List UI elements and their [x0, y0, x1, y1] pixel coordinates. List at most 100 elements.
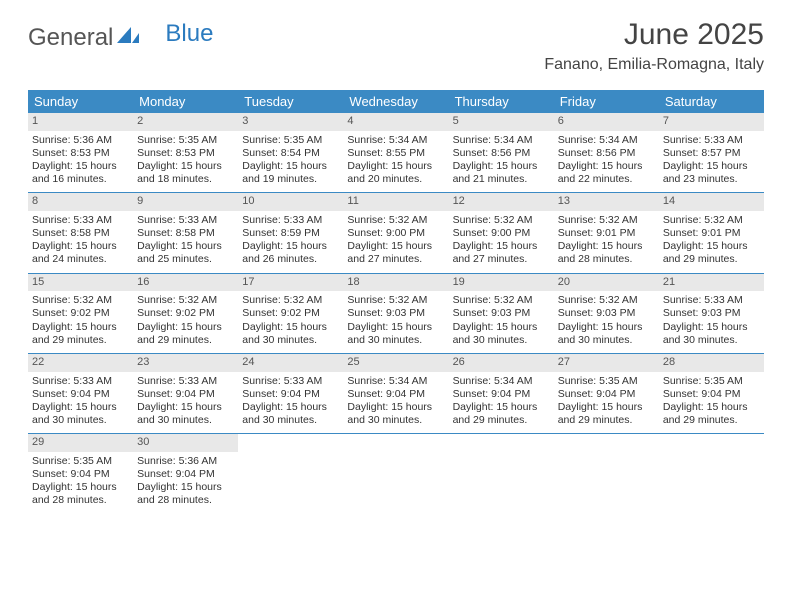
calendar-week: 1Sunrise: 5:36 AMSunset: 8:53 PMDaylight…	[28, 113, 764, 193]
sunrise-text: Sunrise: 5:32 AM	[558, 294, 655, 307]
daylight-text: Daylight: 15 hours and 30 minutes.	[347, 401, 444, 427]
day-number: 21	[659, 274, 764, 292]
sunrise-text: Sunrise: 5:34 AM	[453, 375, 550, 388]
calendar-day: 22Sunrise: 5:33 AMSunset: 9:04 PMDayligh…	[28, 354, 133, 433]
day-number: 1	[28, 113, 133, 131]
calendar-day: 18Sunrise: 5:32 AMSunset: 9:03 PMDayligh…	[343, 274, 448, 353]
daylight-text: Daylight: 15 hours and 18 minutes.	[137, 160, 234, 186]
daylight-text: Daylight: 15 hours and 29 minutes.	[663, 401, 760, 427]
weekday-label: Thursday	[449, 90, 554, 113]
daylight-text: Daylight: 15 hours and 19 minutes.	[242, 160, 339, 186]
calendar-day: 23Sunrise: 5:33 AMSunset: 9:04 PMDayligh…	[133, 354, 238, 433]
calendar-day: 14Sunrise: 5:32 AMSunset: 9:01 PMDayligh…	[659, 193, 764, 272]
day-number: 22	[28, 354, 133, 372]
sunset-text: Sunset: 9:03 PM	[558, 307, 655, 320]
sunrise-text: Sunrise: 5:32 AM	[137, 294, 234, 307]
daylight-text: Daylight: 15 hours and 16 minutes.	[32, 160, 129, 186]
logo-text-2: Blue	[165, 20, 213, 48]
day-number: 13	[554, 193, 659, 211]
daylight-text: Daylight: 15 hours and 28 minutes.	[32, 481, 129, 507]
daylight-text: Daylight: 15 hours and 30 minutes.	[347, 321, 444, 347]
calendar-day: 21Sunrise: 5:33 AMSunset: 9:03 PMDayligh…	[659, 274, 764, 353]
daylight-text: Daylight: 15 hours and 29 minutes.	[137, 321, 234, 347]
day-number: 30	[133, 434, 238, 452]
daylight-text: Daylight: 15 hours and 23 minutes.	[663, 160, 760, 186]
calendar-empty	[238, 434, 343, 513]
calendar-day: 25Sunrise: 5:34 AMSunset: 9:04 PMDayligh…	[343, 354, 448, 433]
daylight-text: Daylight: 15 hours and 26 minutes.	[242, 240, 339, 266]
calendar-day: 11 Sunrise: 5:32 AMSunset: 9:00 PMDayligh…	[343, 193, 448, 272]
sunset-text: Sunset: 8:53 PM	[32, 147, 129, 160]
sunset-text: Sunset: 9:04 PM	[137, 468, 234, 481]
calendar-empty	[449, 434, 554, 513]
calendar-day: 16 Sunrise: 5:32 AMSunset: 9:02 PMDayligh…	[133, 274, 238, 353]
day-number: 5	[449, 113, 554, 131]
calendar-week: 15Sunrise: 5:32 AMSunset: 9:02 PMDayligh…	[28, 274, 764, 354]
sunrise-text: Sunrise: 5:32 AM	[558, 214, 655, 227]
sunset-text: Sunset: 9:03 PM	[347, 307, 444, 320]
sunset-text: Sunset: 8:58 PM	[137, 227, 234, 240]
sunrise-text: Sunrise: 5:32 AM	[453, 294, 550, 307]
daylight-text: Daylight: 15 hours and 30 minutes.	[663, 321, 760, 347]
sunrise-text: Sunrise: 5:33 AM	[242, 375, 339, 388]
sunset-text: Sunset: 8:54 PM	[242, 147, 339, 160]
day-number: 15	[28, 274, 133, 292]
calendar-day: 4Sunrise: 5:34 AMSunset: 8:55 PMDaylight…	[343, 113, 448, 192]
calendar-day: 7Sunrise: 5:33 AMSunset: 8:57 PMDaylight…	[659, 113, 764, 192]
calendar-day: 8Sunrise: 5:33 AMSunset: 8:58 PMDaylight…	[28, 193, 133, 272]
sunset-text: Sunset: 8:56 PM	[453, 147, 550, 160]
sunset-text: Sunset: 9:04 PM	[558, 388, 655, 401]
calendar-day: 29Sunrise: 5:35 AMSunset: 9:04 PMDayligh…	[28, 434, 133, 513]
day-number: 25	[343, 354, 448, 372]
calendar-day: 5Sunrise: 5:34 AMSunset: 8:56 PMDaylight…	[449, 113, 554, 192]
calendar-day: 28Sunrise: 5:35 AMSunset: 9:04 PMDayligh…	[659, 354, 764, 433]
daylight-text: Daylight: 15 hours and 30 minutes.	[32, 401, 129, 427]
sunrise-text: Sunrise: 5:33 AM	[663, 134, 760, 147]
sunrise-text: Sunrise: 5:35 AM	[558, 375, 655, 388]
weekday-label: Wednesday	[343, 90, 448, 113]
title-block: June 2025 Fanano, Emilia-Romagna, Italy	[544, 18, 764, 74]
sunset-text: Sunset: 9:04 PM	[32, 388, 129, 401]
day-number: 17	[238, 274, 343, 292]
day-number: 16	[133, 274, 238, 292]
sunrise-text: Sunrise: 5:34 AM	[558, 134, 655, 147]
daylight-text: Daylight: 15 hours and 29 minutes.	[32, 321, 129, 347]
day-number: 7	[659, 113, 764, 131]
sunset-text: Sunset: 9:02 PM	[137, 307, 234, 320]
sunrise-text: Sunrise: 5:33 AM	[242, 214, 339, 227]
daylight-text: Daylight: 15 hours and 29 minutes.	[663, 240, 760, 266]
sunrise-text: Sunrise: 5:33 AM	[663, 294, 760, 307]
calendar-day: 19Sunrise: 5:32 AMSunset: 9:03 PMDayligh…	[449, 274, 554, 353]
sunset-text: Sunset: 8:53 PM	[137, 147, 234, 160]
daylight-text: Daylight: 15 hours and 30 minutes.	[242, 401, 339, 427]
daylight-text: Daylight: 15 hours and 30 minutes.	[558, 321, 655, 347]
sunset-text: Sunset: 9:04 PM	[347, 388, 444, 401]
sunset-text: Sunset: 8:56 PM	[558, 147, 655, 160]
day-number: 27	[554, 354, 659, 372]
day-number: 24	[238, 354, 343, 372]
day-number: 3	[238, 113, 343, 131]
daylight-text: Daylight: 15 hours and 30 minutes.	[137, 401, 234, 427]
day-number: 10	[238, 193, 343, 211]
calendar-empty	[554, 434, 659, 513]
daylight-text: Daylight: 15 hours and 21 minutes.	[453, 160, 550, 186]
calendar-day: 26Sunrise: 5:34 AMSunset: 9:04 PMDayligh…	[449, 354, 554, 433]
sunrise-text: Sunrise: 5:35 AM	[137, 134, 234, 147]
day-number: 11	[343, 193, 448, 211]
sunset-text: Sunset: 9:03 PM	[453, 307, 550, 320]
daylight-text: Daylight: 15 hours and 28 minutes.	[558, 240, 655, 266]
sunset-text: Sunset: 9:04 PM	[137, 388, 234, 401]
daylight-text: Daylight: 15 hours and 20 minutes.	[347, 160, 444, 186]
calendar-day: 2Sunrise: 5:35 AMSunset: 8:53 PMDaylight…	[133, 113, 238, 192]
sunrise-text: Sunrise: 5:32 AM	[347, 214, 444, 227]
day-number: 23	[133, 354, 238, 372]
day-number: 12	[449, 193, 554, 211]
daylight-text: Daylight: 15 hours and 27 minutes.	[347, 240, 444, 266]
calendar-day: 3Sunrise: 5:35 AMSunset: 8:54 PMDaylight…	[238, 113, 343, 192]
day-number: 9	[133, 193, 238, 211]
calendar-day: 15Sunrise: 5:32 AMSunset: 9:02 PMDayligh…	[28, 274, 133, 353]
calendar-day: 13Sunrise: 5:32 AMSunset: 9:01 PMDayligh…	[554, 193, 659, 272]
sunset-text: Sunset: 9:04 PM	[242, 388, 339, 401]
daylight-text: Daylight: 15 hours and 29 minutes.	[558, 401, 655, 427]
sunset-text: Sunset: 9:00 PM	[347, 227, 444, 240]
